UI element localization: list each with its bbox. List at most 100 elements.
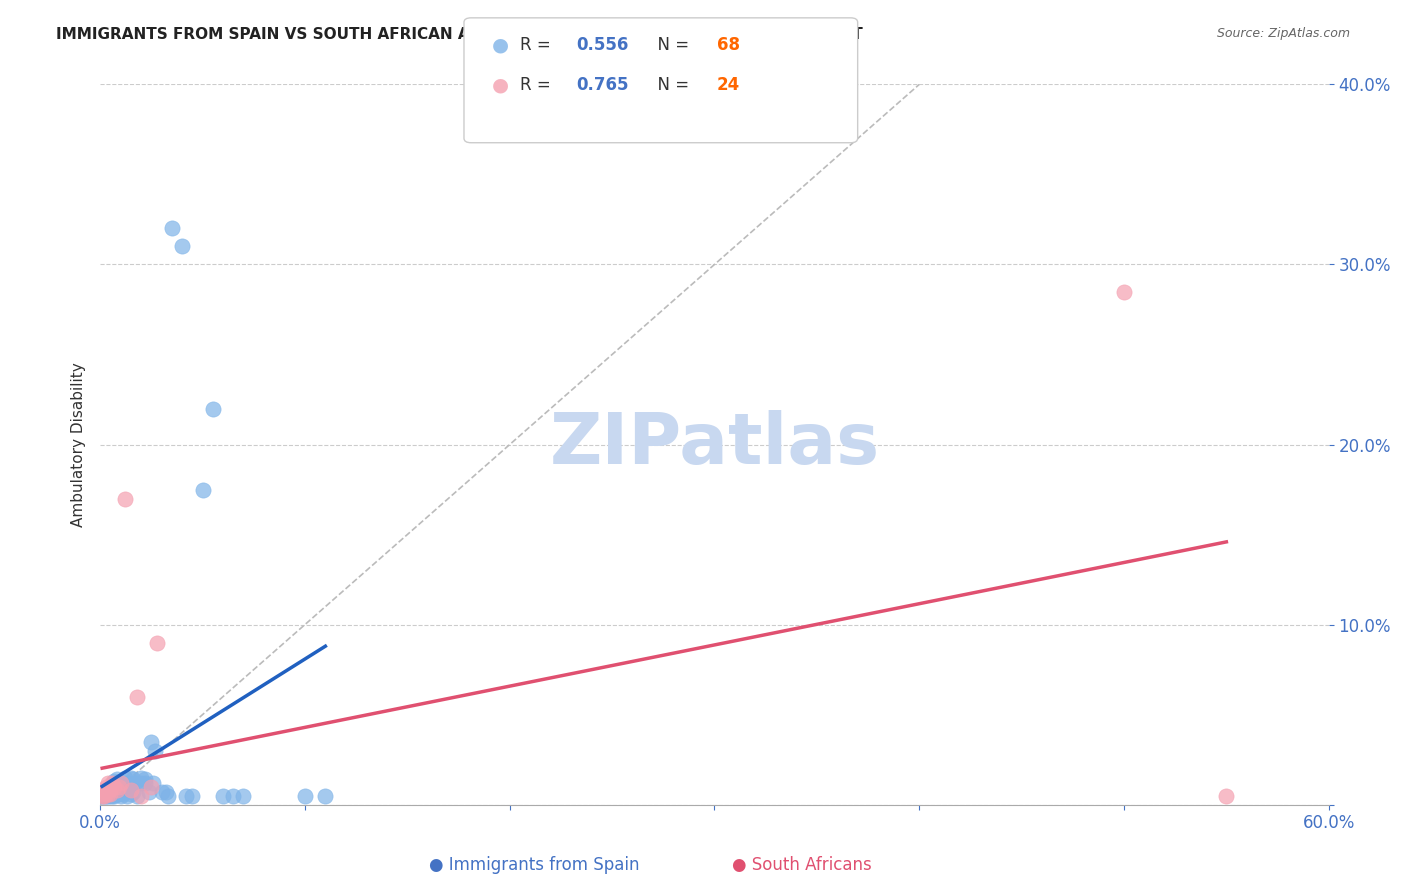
Point	[212, 789, 235, 803]
Text: ● Immigrants from Spain: ● Immigrants from Spain	[429, 856, 640, 874]
Text: R =: R =	[520, 36, 557, 54]
Point	[111, 780, 134, 794]
Point	[96, 789, 118, 803]
Point	[97, 785, 120, 799]
Point	[125, 789, 148, 803]
Point	[160, 221, 183, 235]
Point	[103, 787, 125, 801]
Point	[96, 787, 118, 801]
Y-axis label: Ambulatory Disability: Ambulatory Disability	[72, 362, 86, 527]
Point	[96, 785, 118, 799]
Text: 0.765: 0.765	[576, 76, 628, 94]
Point	[142, 776, 165, 790]
Point	[107, 787, 129, 801]
Point	[96, 787, 118, 801]
Point	[96, 780, 118, 794]
Point	[134, 776, 156, 790]
Point	[145, 744, 167, 758]
Text: 0.556: 0.556	[576, 36, 628, 54]
Point	[98, 787, 121, 801]
Point	[91, 789, 114, 803]
Point	[141, 780, 163, 794]
Point	[114, 785, 136, 799]
Point	[114, 491, 136, 506]
Point	[91, 787, 114, 801]
Text: 68: 68	[717, 36, 740, 54]
Point	[201, 401, 224, 416]
Point	[103, 780, 125, 794]
Point	[101, 785, 124, 799]
Point	[118, 776, 141, 790]
Point	[129, 789, 152, 803]
Point	[110, 776, 132, 790]
Text: ● South Africans: ● South Africans	[731, 856, 872, 874]
Point	[93, 785, 115, 799]
Point	[1215, 789, 1237, 803]
Point	[174, 789, 197, 803]
Point	[98, 783, 121, 797]
Point	[122, 785, 145, 799]
Point	[97, 789, 120, 803]
Point	[110, 776, 132, 790]
Point	[170, 239, 193, 253]
Point	[155, 785, 177, 799]
Point	[141, 734, 163, 748]
Text: ●: ●	[492, 35, 509, 54]
Point	[129, 776, 152, 790]
Point	[105, 787, 128, 801]
Point	[105, 783, 128, 797]
Point	[91, 789, 114, 803]
Point	[114, 771, 136, 785]
Text: ZIPatlas: ZIPatlas	[550, 410, 880, 479]
Point	[111, 787, 134, 801]
Point	[156, 789, 179, 803]
Point	[98, 787, 121, 801]
Point	[98, 789, 121, 803]
Point	[120, 783, 142, 797]
Point	[181, 789, 204, 803]
Point	[97, 783, 120, 797]
Point	[115, 789, 138, 803]
Point	[103, 774, 125, 789]
Point	[101, 787, 124, 801]
Point	[314, 789, 336, 803]
Point	[124, 776, 146, 790]
Point	[120, 787, 142, 801]
Point	[96, 783, 118, 797]
Point	[120, 771, 142, 785]
Point	[107, 776, 129, 790]
Point	[146, 635, 169, 649]
Point	[93, 785, 115, 799]
Point	[98, 783, 121, 797]
Text: Source: ZipAtlas.com: Source: ZipAtlas.com	[1216, 27, 1350, 40]
Point	[91, 789, 114, 803]
Point	[93, 787, 115, 801]
Text: N =: N =	[647, 36, 695, 54]
Text: N =: N =	[647, 76, 695, 94]
Text: 24: 24	[717, 76, 741, 94]
Point	[110, 780, 132, 794]
Point	[103, 776, 125, 790]
Point	[97, 787, 120, 801]
Point	[98, 785, 121, 799]
Text: IMMIGRANTS FROM SPAIN VS SOUTH AFRICAN AMBULATORY DISABILITY CORRELATION CHART: IMMIGRANTS FROM SPAIN VS SOUTH AFRICAN A…	[56, 27, 863, 42]
Point	[232, 789, 254, 803]
Point	[96, 783, 118, 797]
Point	[129, 771, 152, 785]
Point	[150, 785, 173, 799]
Point	[105, 772, 128, 787]
Point	[110, 789, 132, 803]
Point	[294, 789, 316, 803]
Point	[93, 789, 115, 803]
Point	[96, 789, 118, 803]
Point	[103, 789, 125, 803]
Point	[1112, 285, 1135, 299]
Point	[222, 789, 245, 803]
Point	[125, 690, 148, 704]
Point	[107, 780, 129, 794]
Text: R =: R =	[520, 76, 557, 94]
Point	[122, 772, 145, 787]
Point	[101, 789, 124, 803]
Point	[101, 787, 124, 801]
Point	[101, 776, 124, 790]
